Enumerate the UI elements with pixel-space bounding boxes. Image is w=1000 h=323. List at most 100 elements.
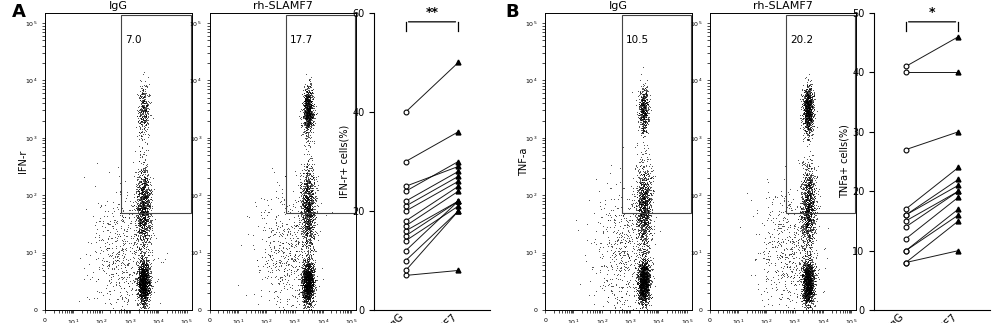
Point: [635, 95, 651, 100]
Point: [301, 307, 317, 312]
Point: [297, 101, 313, 107]
Point: [799, 224, 815, 230]
Point: [133, 129, 149, 134]
Point: [133, 279, 149, 284]
Point: [135, 285, 151, 290]
Point: [128, 280, 144, 285]
Point: [302, 296, 318, 301]
Point: [141, 290, 157, 295]
Point: [84, 274, 100, 279]
Point: [138, 262, 154, 267]
Point: [798, 109, 814, 115]
Point: [257, 249, 273, 255]
Point: [803, 290, 819, 296]
Point: [135, 217, 151, 223]
Point: [799, 297, 815, 303]
Point: [142, 282, 158, 287]
Point: [803, 275, 819, 280]
Point: [293, 186, 309, 191]
Point: [640, 105, 656, 110]
Point: [802, 199, 818, 204]
Point: [797, 262, 813, 267]
Point: [299, 287, 315, 292]
Point: [637, 289, 653, 294]
Point: [631, 193, 647, 198]
Point: [797, 283, 813, 288]
Point: [135, 132, 151, 137]
Point: [293, 189, 309, 194]
Point: [799, 264, 815, 269]
Point: [304, 285, 320, 290]
Point: [297, 199, 313, 204]
Point: [297, 112, 313, 117]
Point: [802, 287, 818, 292]
Point: [301, 157, 317, 162]
Point: [299, 281, 315, 286]
Point: [633, 208, 649, 213]
Point: [639, 109, 655, 114]
Point: [135, 267, 151, 273]
Point: [806, 198, 822, 203]
Point: [800, 99, 816, 105]
Point: [642, 176, 658, 181]
Point: [292, 225, 308, 231]
Point: [636, 285, 652, 290]
Point: [295, 199, 311, 204]
Point: [632, 282, 648, 287]
Point: [298, 276, 314, 282]
Point: [132, 284, 148, 289]
Point: [101, 245, 117, 250]
Point: [633, 272, 649, 277]
Point: [633, 203, 649, 208]
Point: [297, 121, 313, 126]
Point: [799, 86, 815, 91]
Point: [793, 242, 809, 247]
Point: [626, 246, 642, 251]
Point: [304, 269, 320, 274]
Point: [301, 270, 317, 275]
Point: [799, 285, 815, 290]
Point: [299, 211, 315, 216]
Point: [638, 92, 654, 98]
Point: [617, 248, 633, 253]
Point: [300, 108, 316, 113]
Point: [279, 222, 295, 227]
Point: [287, 243, 303, 248]
Point: [134, 254, 150, 259]
Point: [804, 102, 820, 107]
Point: [796, 201, 812, 206]
Point: [135, 281, 151, 286]
Point: [134, 197, 150, 202]
Point: [803, 277, 819, 282]
Point: [782, 275, 798, 280]
Point: [800, 276, 816, 281]
Point: [796, 246, 812, 251]
Point: [797, 269, 813, 275]
Point: [129, 282, 145, 287]
Point: [134, 291, 150, 296]
Point: [298, 190, 314, 195]
Point: [801, 193, 817, 198]
Point: [801, 100, 817, 106]
Point: [136, 269, 152, 274]
Point: [115, 215, 131, 220]
Point: [635, 110, 651, 115]
Point: [307, 277, 323, 282]
Point: [783, 246, 799, 251]
Point: [300, 276, 316, 281]
Point: [804, 203, 820, 208]
Point: [140, 218, 156, 224]
Point: [800, 284, 816, 289]
Point: [798, 256, 814, 262]
Point: [254, 255, 270, 260]
Point: [630, 217, 646, 222]
Point: [806, 174, 822, 179]
Point: [638, 151, 654, 156]
Point: [138, 273, 154, 278]
Point: [804, 94, 820, 99]
Point: [632, 164, 648, 169]
Point: [804, 285, 820, 290]
Point: [303, 274, 319, 279]
Point: [138, 213, 154, 218]
Point: [617, 238, 633, 243]
